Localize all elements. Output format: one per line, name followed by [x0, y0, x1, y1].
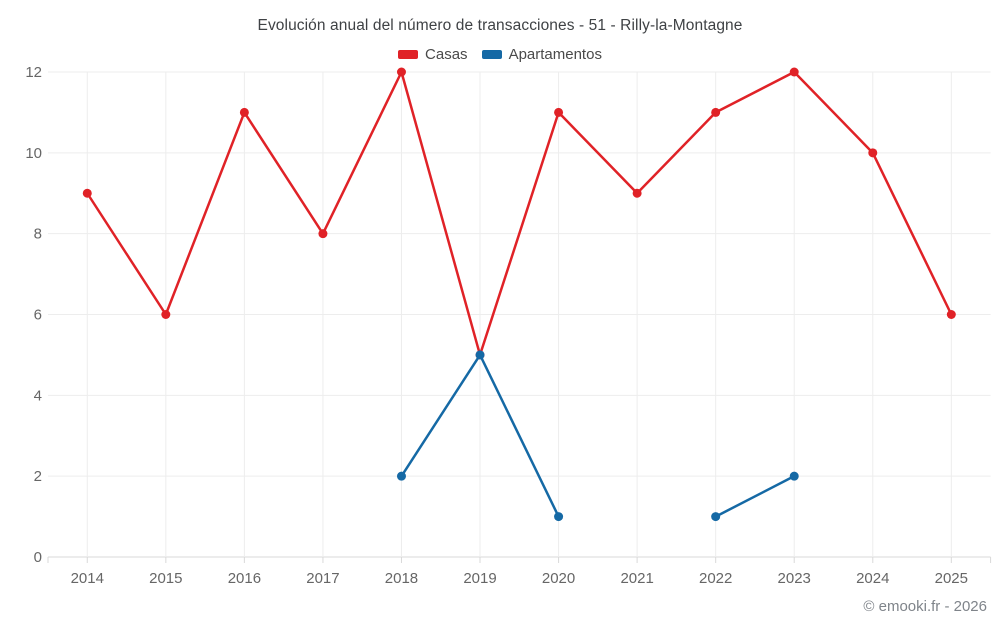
- data-point[interactable]: [82, 188, 92, 198]
- legend: Casas Apartamentos: [0, 46, 1000, 63]
- series-casas: [82, 67, 956, 360]
- y-tick-label: 0: [34, 549, 42, 566]
- data-point[interactable]: [475, 350, 485, 360]
- data-point[interactable]: [161, 310, 171, 319]
- x-tick-label: 2024: [856, 570, 889, 587]
- y-tick-label: 2: [34, 468, 42, 485]
- y-tick-label: 4: [34, 387, 42, 404]
- data-point[interactable]: [868, 148, 878, 158]
- y-tick-label: 10: [25, 145, 42, 162]
- legend-label-casas: Casas: [425, 46, 468, 63]
- chart-title: Evolución anual del número de transaccio…: [257, 17, 743, 34]
- y-tick-label: 6: [34, 307, 42, 324]
- data-point[interactable]: [396, 471, 406, 481]
- legend-item-apartamentos[interactable]: Apartamentos: [481, 46, 602, 63]
- legend-swatch-casas-icon: [398, 50, 419, 59]
- data-point[interactable]: [318, 229, 328, 239]
- watermark: © emooki.fr - 2026: [863, 598, 987, 615]
- legend-label-apartamentos: Apartamentos: [508, 46, 602, 63]
- data-point[interactable]: [789, 471, 799, 481]
- gridlines: [47, 71, 992, 563]
- x-axis-labels: 2014 2015 2016 2017 2018 2019 2020 2021 2022 2023…: [71, 570, 968, 587]
- data-point[interactable]: [789, 67, 799, 77]
- data-point[interactable]: [946, 310, 956, 319]
- x-tick-label: 2023: [778, 570, 811, 587]
- x-tick-label: 2022: [699, 570, 732, 587]
- data-point[interactable]: [711, 512, 721, 522]
- series-apartamentos: [396, 350, 799, 522]
- y-tick-label: 8: [34, 226, 42, 243]
- x-tick-label: 2021: [620, 570, 653, 587]
- data-point[interactable]: [396, 67, 406, 77]
- x-tick-label: 2018: [385, 570, 418, 587]
- x-tick-label: 2025: [935, 570, 968, 587]
- data-point[interactable]: [711, 107, 721, 117]
- data-point[interactable]: [554, 512, 564, 522]
- x-tick-label: 2017: [306, 570, 339, 587]
- data-point[interactable]: [632, 188, 642, 198]
- legend-swatch-apartamentos-icon: [481, 50, 502, 59]
- y-axis-labels: 0 2 4 6 8 10 12: [25, 64, 42, 566]
- x-tick-label: 2019: [463, 570, 496, 587]
- x-tick-label: 2020: [542, 570, 575, 587]
- data-point[interactable]: [239, 107, 249, 117]
- y-tick-label: 12: [25, 64, 42, 81]
- x-tick-label: 2016: [228, 570, 261, 587]
- legend-item-casas[interactable]: Casas: [398, 46, 468, 63]
- data-point[interactable]: [554, 107, 564, 117]
- x-tick-label: 2014: [71, 570, 104, 587]
- x-tick-label: 2015: [149, 570, 182, 587]
